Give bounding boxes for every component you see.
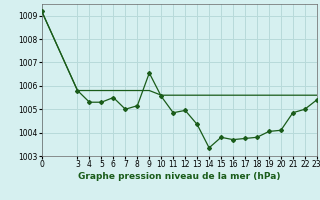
X-axis label: Graphe pression niveau de la mer (hPa): Graphe pression niveau de la mer (hPa) [78,172,280,181]
